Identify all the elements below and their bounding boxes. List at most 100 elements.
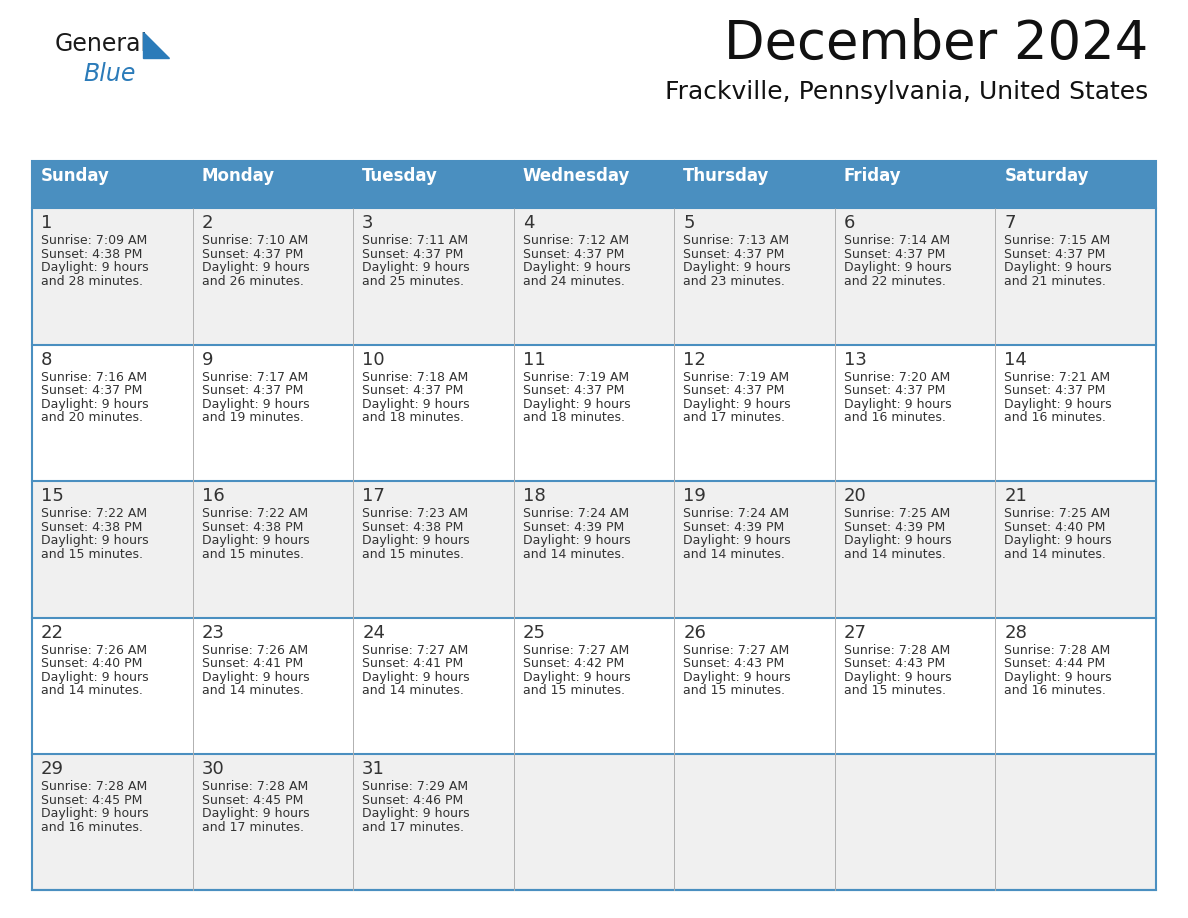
Text: Sunrise: 7:15 AM: Sunrise: 7:15 AM — [1004, 234, 1111, 247]
Text: Daylight: 9 hours: Daylight: 9 hours — [523, 534, 631, 547]
Text: and 14 minutes.: and 14 minutes. — [523, 548, 625, 561]
Text: Sunrise: 7:22 AM: Sunrise: 7:22 AM — [202, 508, 308, 521]
Text: and 17 minutes.: and 17 minutes. — [683, 411, 785, 424]
Text: Sunset: 4:38 PM: Sunset: 4:38 PM — [42, 521, 143, 533]
Text: Daylight: 9 hours: Daylight: 9 hours — [1004, 262, 1112, 274]
Text: Sunset: 4:37 PM: Sunset: 4:37 PM — [683, 248, 784, 261]
Text: Sunset: 4:43 PM: Sunset: 4:43 PM — [843, 657, 946, 670]
Text: Sunset: 4:45 PM: Sunset: 4:45 PM — [42, 793, 143, 807]
Text: Sunrise: 7:24 AM: Sunrise: 7:24 AM — [523, 508, 628, 521]
Bar — [32, 345, 1156, 481]
Text: Sunset: 4:37 PM: Sunset: 4:37 PM — [843, 385, 946, 397]
Text: 27: 27 — [843, 623, 867, 642]
Text: Daylight: 9 hours: Daylight: 9 hours — [42, 397, 148, 410]
Text: Sunset: 4:37 PM: Sunset: 4:37 PM — [523, 248, 624, 261]
Text: and 14 minutes.: and 14 minutes. — [42, 684, 143, 697]
Text: Daylight: 9 hours: Daylight: 9 hours — [1004, 397, 1112, 410]
Text: Frackville, Pennsylvania, United States: Frackville, Pennsylvania, United States — [665, 80, 1148, 104]
Text: Daylight: 9 hours: Daylight: 9 hours — [843, 534, 952, 547]
Text: Sunrise: 7:11 AM: Sunrise: 7:11 AM — [362, 234, 468, 247]
Text: Daylight: 9 hours: Daylight: 9 hours — [362, 397, 469, 410]
Text: Daylight: 9 hours: Daylight: 9 hours — [843, 671, 952, 684]
Text: and 14 minutes.: and 14 minutes. — [362, 684, 465, 697]
Text: 13: 13 — [843, 351, 867, 369]
Text: Daylight: 9 hours: Daylight: 9 hours — [362, 671, 469, 684]
Text: 30: 30 — [202, 760, 225, 778]
Text: 19: 19 — [683, 487, 706, 505]
Text: Sunrise: 7:27 AM: Sunrise: 7:27 AM — [362, 644, 468, 656]
Text: 5: 5 — [683, 215, 695, 232]
Text: and 22 minutes.: and 22 minutes. — [843, 274, 946, 288]
Text: and 24 minutes.: and 24 minutes. — [523, 274, 625, 288]
Text: Daylight: 9 hours: Daylight: 9 hours — [42, 262, 148, 274]
Text: Sunset: 4:41 PM: Sunset: 4:41 PM — [202, 657, 303, 670]
Text: Sunset: 4:45 PM: Sunset: 4:45 PM — [202, 793, 303, 807]
Text: Friday: Friday — [843, 167, 902, 185]
Text: Sunset: 4:46 PM: Sunset: 4:46 PM — [362, 793, 463, 807]
Text: and 15 minutes.: and 15 minutes. — [843, 684, 946, 697]
Text: Sunset: 4:37 PM: Sunset: 4:37 PM — [202, 248, 303, 261]
Bar — [32, 161, 192, 208]
Text: and 18 minutes.: and 18 minutes. — [362, 411, 465, 424]
Text: Sunrise: 7:27 AM: Sunrise: 7:27 AM — [523, 644, 628, 656]
Text: Daylight: 9 hours: Daylight: 9 hours — [42, 807, 148, 820]
Text: 25: 25 — [523, 623, 545, 642]
Text: Daylight: 9 hours: Daylight: 9 hours — [683, 534, 791, 547]
Text: and 23 minutes.: and 23 minutes. — [683, 274, 785, 288]
Text: Daylight: 9 hours: Daylight: 9 hours — [202, 534, 309, 547]
Text: and 19 minutes.: and 19 minutes. — [202, 411, 303, 424]
Bar — [353, 161, 513, 208]
Text: Sunset: 4:42 PM: Sunset: 4:42 PM — [523, 657, 624, 670]
Text: 24: 24 — [362, 623, 385, 642]
Text: Sunrise: 7:13 AM: Sunrise: 7:13 AM — [683, 234, 789, 247]
Text: Sunrise: 7:26 AM: Sunrise: 7:26 AM — [202, 644, 308, 656]
Text: Sunset: 4:40 PM: Sunset: 4:40 PM — [42, 657, 143, 670]
Text: Sunset: 4:37 PM: Sunset: 4:37 PM — [843, 248, 946, 261]
Text: Sunrise: 7:29 AM: Sunrise: 7:29 AM — [362, 780, 468, 793]
Text: Daylight: 9 hours: Daylight: 9 hours — [523, 671, 631, 684]
Bar — [513, 161, 675, 208]
Text: Sunrise: 7:19 AM: Sunrise: 7:19 AM — [683, 371, 789, 384]
Text: Daylight: 9 hours: Daylight: 9 hours — [1004, 534, 1112, 547]
Text: 2: 2 — [202, 215, 213, 232]
Text: Sunset: 4:43 PM: Sunset: 4:43 PM — [683, 657, 784, 670]
Text: December 2024: December 2024 — [723, 18, 1148, 70]
Text: Sunrise: 7:17 AM: Sunrise: 7:17 AM — [202, 371, 308, 384]
Text: Sunset: 4:37 PM: Sunset: 4:37 PM — [1004, 248, 1106, 261]
Text: 26: 26 — [683, 623, 706, 642]
Text: 4: 4 — [523, 215, 535, 232]
Text: Sunset: 4:38 PM: Sunset: 4:38 PM — [42, 248, 143, 261]
Text: Daylight: 9 hours: Daylight: 9 hours — [523, 262, 631, 274]
Text: Sunset: 4:37 PM: Sunset: 4:37 PM — [362, 385, 463, 397]
Text: Daylight: 9 hours: Daylight: 9 hours — [362, 534, 469, 547]
Text: Sunset: 4:39 PM: Sunset: 4:39 PM — [523, 521, 624, 533]
Text: Daylight: 9 hours: Daylight: 9 hours — [42, 534, 148, 547]
Text: Sunset: 4:37 PM: Sunset: 4:37 PM — [42, 385, 143, 397]
Text: 9: 9 — [202, 351, 213, 369]
Text: 22: 22 — [42, 623, 64, 642]
Bar — [835, 161, 996, 208]
Text: General: General — [55, 32, 148, 56]
Text: 28: 28 — [1004, 623, 1028, 642]
Text: and 14 minutes.: and 14 minutes. — [202, 684, 303, 697]
Text: Sunrise: 7:25 AM: Sunrise: 7:25 AM — [843, 508, 950, 521]
Text: Daylight: 9 hours: Daylight: 9 hours — [202, 807, 309, 820]
Text: Sunrise: 7:28 AM: Sunrise: 7:28 AM — [1004, 644, 1111, 656]
Text: and 15 minutes.: and 15 minutes. — [42, 548, 143, 561]
Text: Sunrise: 7:12 AM: Sunrise: 7:12 AM — [523, 234, 628, 247]
Bar — [996, 161, 1156, 208]
Text: Sunset: 4:38 PM: Sunset: 4:38 PM — [202, 521, 303, 533]
Text: Daylight: 9 hours: Daylight: 9 hours — [1004, 671, 1112, 684]
Text: Sunrise: 7:18 AM: Sunrise: 7:18 AM — [362, 371, 468, 384]
Text: and 16 minutes.: and 16 minutes. — [1004, 411, 1106, 424]
Text: Blue: Blue — [83, 62, 135, 86]
Text: and 25 minutes.: and 25 minutes. — [362, 274, 465, 288]
Text: 17: 17 — [362, 487, 385, 505]
Text: Sunrise: 7:20 AM: Sunrise: 7:20 AM — [843, 371, 950, 384]
Text: Sunrise: 7:14 AM: Sunrise: 7:14 AM — [843, 234, 950, 247]
Text: and 18 minutes.: and 18 minutes. — [523, 411, 625, 424]
Text: and 15 minutes.: and 15 minutes. — [523, 684, 625, 697]
Text: and 15 minutes.: and 15 minutes. — [202, 548, 304, 561]
Text: Daylight: 9 hours: Daylight: 9 hours — [683, 397, 791, 410]
Text: Sunrise: 7:10 AM: Sunrise: 7:10 AM — [202, 234, 308, 247]
